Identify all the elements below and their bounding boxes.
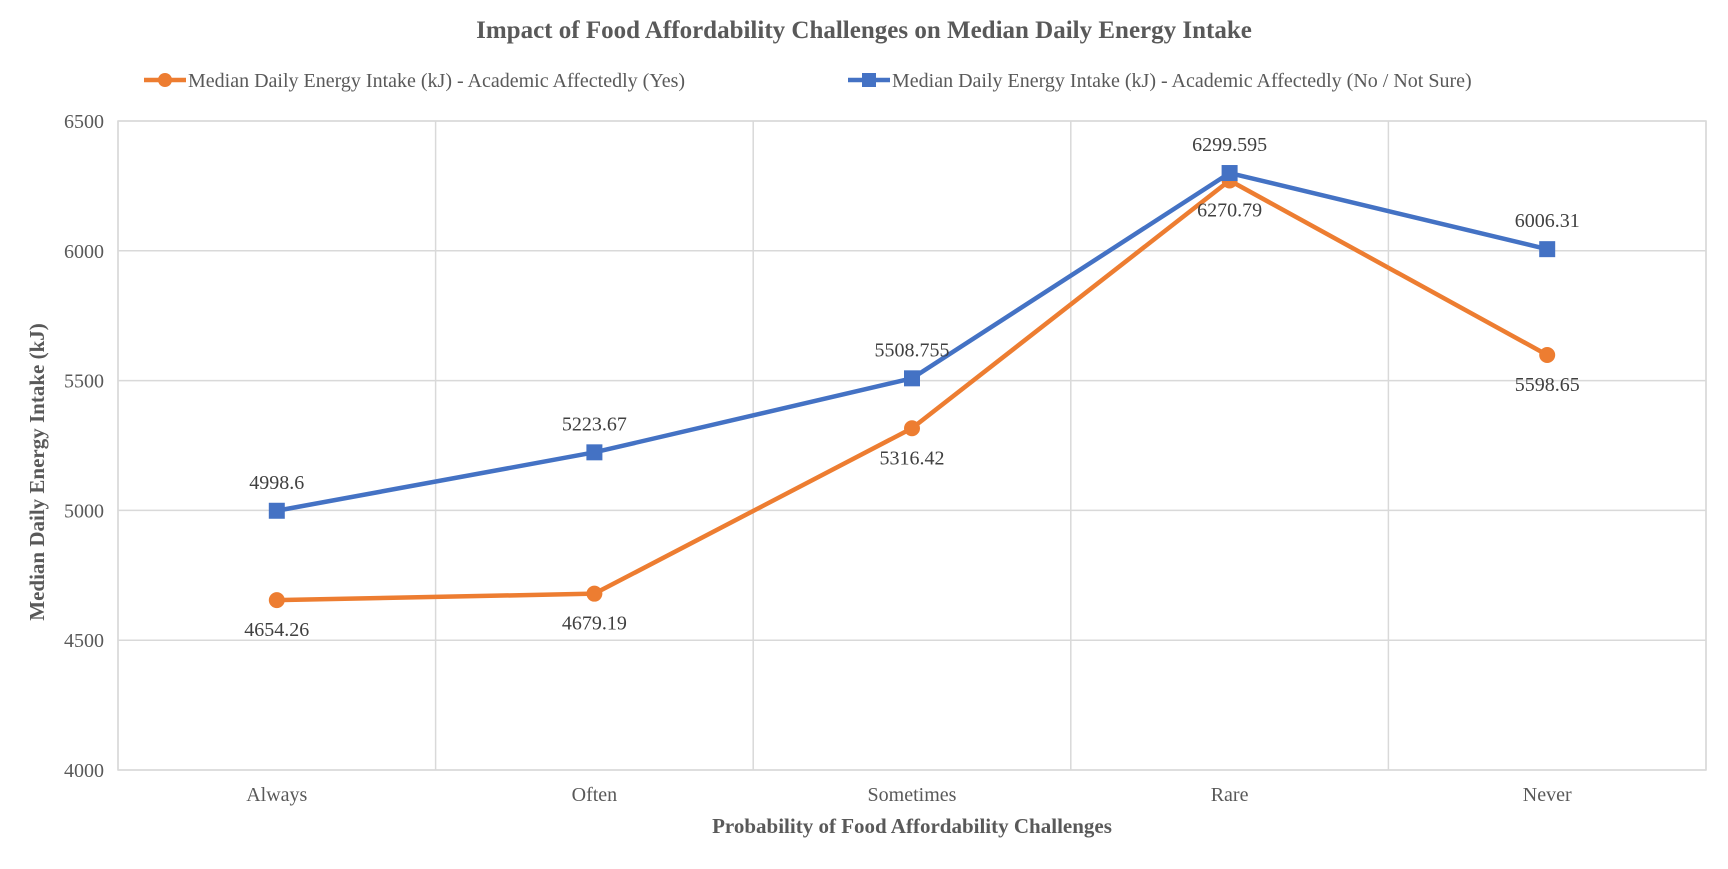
data-label: 6299.595 xyxy=(1192,134,1267,156)
x-axis: Always Often Sometimes Rare Never xyxy=(246,784,1572,806)
data-label: 4654.26 xyxy=(244,619,309,641)
x-axis-title: Probability of Food Affordability Challe… xyxy=(712,814,1112,838)
data-point-marker xyxy=(904,370,920,387)
series-line xyxy=(274,178,1550,603)
legend-label: Median Daily Energy Intake (kJ) - Academ… xyxy=(188,70,685,92)
x-tick-label: Sometimes xyxy=(868,784,957,806)
data-label: 5598.65 xyxy=(1515,374,1580,396)
y-tick-label: 6500 xyxy=(64,111,104,133)
data-point-marker xyxy=(586,444,603,461)
legend-marker xyxy=(862,73,876,87)
legend-label: Median Daily Energy Intake (kJ) - Academ… xyxy=(892,70,1472,92)
data-label: 5223.67 xyxy=(562,413,627,435)
data-point-marker xyxy=(1539,241,1556,258)
legend-item: Median Daily Energy Intake (kJ) - Academ… xyxy=(848,70,1472,92)
x-tick-label: Often xyxy=(572,784,618,806)
gridlines xyxy=(117,120,1707,771)
data-label: 5316.42 xyxy=(880,447,945,469)
data-label: 6006.31 xyxy=(1515,210,1580,232)
series-0 xyxy=(268,172,1556,609)
data-point-marker xyxy=(904,420,920,437)
legend: Median Daily Energy Intake (kJ) - Academ… xyxy=(144,70,1472,92)
legend-marker xyxy=(158,73,172,87)
legend-item: Median Daily Energy Intake (kJ) - Academ… xyxy=(144,70,685,92)
x-tick-label: Never xyxy=(1523,784,1572,806)
y-tick-label: 4000 xyxy=(64,760,104,782)
data-label: 6270.79 xyxy=(1197,200,1262,222)
data-point-marker xyxy=(1221,165,1238,182)
y-tick-label: 5000 xyxy=(64,500,104,522)
data-labels: 4654.26 4679.19 5316.42 6270.79 5598.65 4998.… xyxy=(244,134,1579,641)
plot-area-border xyxy=(117,120,1707,771)
y-axis-title: Median Daily Energy Intake (kJ) xyxy=(25,323,49,621)
x-tick-label: Rare xyxy=(1211,784,1249,806)
data-label: 5508.755 xyxy=(875,339,950,361)
data-label: 4998.6 xyxy=(249,472,304,494)
y-axis: 4000 4500 5000 5500 6000 6500 xyxy=(64,111,104,782)
data-point-marker xyxy=(268,502,285,519)
data-label: 4679.19 xyxy=(562,613,627,635)
y-tick-label: 5500 xyxy=(64,371,104,393)
chart-title: Impact of Food Affordability Challenges … xyxy=(476,17,1252,44)
y-tick-label: 6000 xyxy=(64,241,104,263)
x-tick-label: Always xyxy=(246,784,307,806)
data-point-marker xyxy=(268,592,285,609)
data-point-marker xyxy=(1539,346,1556,363)
series-1 xyxy=(268,165,1556,519)
data-point-marker xyxy=(586,585,603,602)
y-tick-label: 4500 xyxy=(64,630,104,652)
series-layer xyxy=(268,165,1556,609)
